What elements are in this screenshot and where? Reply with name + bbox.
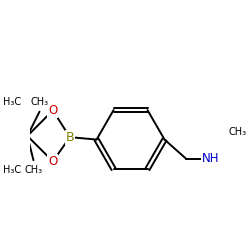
Text: CH₃: CH₃ [24, 165, 42, 175]
Text: NH: NH [202, 152, 220, 166]
Text: H₃C: H₃C [2, 97, 21, 107]
Text: O: O [48, 104, 58, 117]
Text: O: O [48, 155, 58, 168]
Text: CH₃: CH₃ [30, 97, 48, 107]
Text: CH₃: CH₃ [229, 127, 247, 137]
Text: H₃C: H₃C [2, 165, 21, 175]
Text: B: B [66, 131, 74, 144]
